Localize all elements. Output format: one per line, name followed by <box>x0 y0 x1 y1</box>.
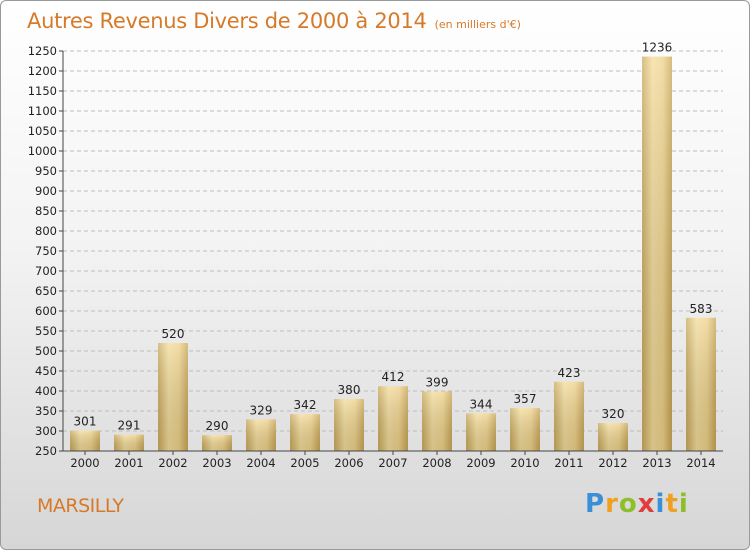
x-tick-label: 2001 <box>114 456 143 470</box>
y-tick-label: 550 <box>35 324 57 338</box>
bars-group: 301 291 520 290 329 342 380 412 399 344 357 423 320 1… <box>70 41 716 451</box>
bar-shade <box>158 343 188 451</box>
data-label: 320 <box>602 407 625 421</box>
logo-letter: o <box>618 489 638 519</box>
x-tick-label: 2002 <box>158 456 187 470</box>
bar-2006: 380 <box>334 383 364 451</box>
bar-2009: 344 <box>466 397 496 451</box>
data-label: 301 <box>74 415 97 429</box>
data-label: 290 <box>206 419 229 433</box>
y-tick-label: 950 <box>35 164 57 178</box>
y-axis: 250 300 350 400 450 500 550 600 650 700 750 800 850 9… <box>28 44 64 458</box>
data-label: 412 <box>382 370 405 384</box>
bar-shade <box>510 408 540 451</box>
x-tick-label: 2003 <box>202 456 231 470</box>
bar-shade <box>114 434 144 451</box>
y-tick-label: 300 <box>35 424 57 438</box>
data-label: 342 <box>294 398 317 412</box>
bar-shade <box>246 419 276 451</box>
y-tick-label: 900 <box>35 184 57 198</box>
x-tick-label: 2004 <box>246 456 275 470</box>
y-tick-label: 1250 <box>28 44 57 58</box>
data-label: 380 <box>338 383 361 397</box>
y-tick-label: 500 <box>35 344 57 358</box>
x-tick-label: 2006 <box>334 456 363 470</box>
logo-letter: t <box>665 489 679 519</box>
logo-letter: i <box>678 489 689 519</box>
x-tick-label: 2005 <box>290 456 319 470</box>
bar-2011: 423 <box>554 366 584 451</box>
y-tick-label: 400 <box>35 384 57 398</box>
chart-title: Autres Revenus Divers de 2000 à 2014 <box>27 9 427 33</box>
data-label: 520 <box>162 327 185 341</box>
bar-2002: 520 <box>158 327 188 451</box>
bar-2001: 291 <box>114 419 144 451</box>
x-axis: 2000 2001 2002 2003 2004 2005 2006 2007 2008 2009… <box>63 450 723 470</box>
bar-2012: 320 <box>598 407 628 451</box>
data-label: 291 <box>118 419 141 433</box>
bar-2005: 342 <box>290 398 320 451</box>
chart-subtitle: (en milliers d'€) <box>434 18 521 31</box>
logo-letter: P <box>585 489 606 519</box>
chart-heading: Autres Revenus Divers de 2000 à 2014 (en … <box>27 9 521 33</box>
bar-shade <box>642 56 672 451</box>
y-tick-label: 450 <box>35 364 57 378</box>
bar-shade <box>466 413 496 451</box>
y-tick-label: 350 <box>35 404 57 418</box>
bar-shade <box>598 423 628 451</box>
x-tick-label: 2000 <box>70 456 99 470</box>
data-label: 1236 <box>642 41 673 55</box>
x-tick-label: 2008 <box>422 456 451 470</box>
bar-shade <box>70 430 100 451</box>
bar-2008: 399 <box>422 375 452 451</box>
y-tick-label: 800 <box>35 224 57 238</box>
x-tick-label: 2011 <box>554 456 583 470</box>
bar-shade <box>686 317 716 451</box>
bar-2003: 290 <box>202 419 232 451</box>
x-tick-label: 2009 <box>466 456 495 470</box>
proxiti-logo[interactable]: Proxiti <box>585 489 689 519</box>
data-label: 583 <box>690 302 713 316</box>
bar-shade <box>334 399 364 451</box>
y-tick-label: 600 <box>35 304 57 318</box>
y-tick-label: 700 <box>35 264 57 278</box>
y-tick-label: 750 <box>35 244 57 258</box>
bar-2010: 357 <box>510 392 540 451</box>
bar-2007: 412 <box>378 370 408 451</box>
y-tick-label: 250 <box>35 444 57 458</box>
x-tick-label: 2010 <box>510 456 539 470</box>
logo-letter: i <box>655 489 666 519</box>
data-label: 344 <box>470 397 493 411</box>
y-tick-label: 1200 <box>28 64 57 78</box>
bar-shade <box>378 386 408 451</box>
data-label: 423 <box>558 366 581 380</box>
logo-letter: r <box>605 489 619 519</box>
y-tick-label: 650 <box>35 284 57 298</box>
y-tick-label: 850 <box>35 204 57 218</box>
bar-2000: 301 <box>70 415 100 451</box>
place-name: MARSILLY <box>37 495 124 517</box>
bar-shade <box>202 435 232 451</box>
x-tick-label: 2014 <box>686 456 715 470</box>
y-tick-label: 1000 <box>28 144 57 158</box>
data-label: 329 <box>250 403 273 417</box>
y-tick-label: 1150 <box>28 84 57 98</box>
x-tick-label: 2007 <box>378 456 407 470</box>
x-tick-label: 2013 <box>642 456 671 470</box>
data-label: 357 <box>514 392 537 406</box>
bar-2013: 1236 <box>642 41 673 451</box>
bar-shade <box>554 381 584 451</box>
bar-shade <box>290 414 320 451</box>
bar-2014: 583 <box>686 302 716 451</box>
logo-letter: x <box>637 489 656 519</box>
x-tick-label: 2012 <box>598 456 627 470</box>
bar-2004: 329 <box>246 403 276 451</box>
bar-shade <box>422 391 452 451</box>
data-label: 399 <box>426 375 449 389</box>
y-tick-label: 1050 <box>28 124 57 138</box>
y-tick-label: 1100 <box>28 104 57 118</box>
